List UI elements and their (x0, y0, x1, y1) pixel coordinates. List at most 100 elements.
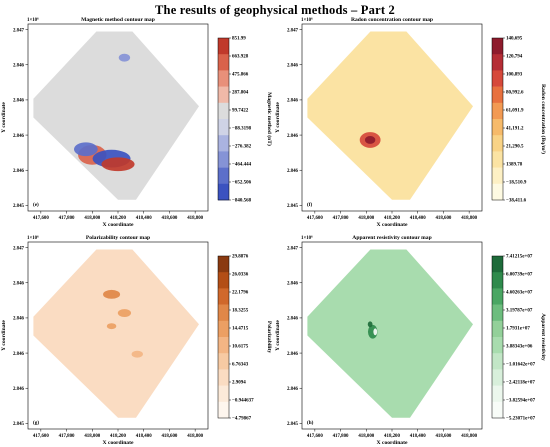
chart-title: Radon concentration contour map (351, 17, 433, 23)
y-tick-label: 2.846 (287, 387, 299, 392)
colorbar-tick-label: 10.6175 (232, 345, 249, 350)
colorbar-tick-label: 80,992.6 (506, 91, 524, 96)
y-tick-label: 2.847 (287, 28, 299, 33)
colorbar-frame (217, 255, 230, 419)
x-tick-label: 417,800 (59, 216, 75, 221)
y-tick-label: 2.846 (287, 169, 299, 174)
colorbar-segment (492, 70, 503, 87)
x-tick-label: 418,600 (435, 434, 451, 439)
x-tick-label: 417,600 (33, 216, 49, 221)
colorbar-tick-label: 1.7931e+07 (506, 327, 530, 332)
colorbar-segment (492, 38, 503, 55)
colorbar-segment (218, 167, 229, 185)
anomaly-layer (74, 53, 135, 172)
colorbar-tick-label: −0.944637 (232, 399, 254, 404)
x-tick-label: 418,800 (187, 216, 203, 221)
colorbar-tick-label: 663.928 (232, 55, 249, 60)
x-axis-label: X coordinate (103, 440, 134, 446)
colorbar-segment (218, 353, 229, 370)
colorbar-tick-label: −3.82594e+07 (506, 399, 536, 404)
x-tick-label: 417,800 (59, 434, 75, 439)
x-tick-label: 418,800 (461, 434, 477, 439)
colorbar-frame (217, 37, 230, 201)
anomaly-blob (74, 142, 98, 157)
y-tick-label: 2.845 (287, 204, 299, 209)
anomaly-blob (101, 157, 135, 172)
colorbar-tick-label: 61,091.9 (506, 109, 524, 114)
colorbar-segment (218, 54, 229, 71)
x-tick-label: 418,400 (410, 216, 426, 221)
y-tick-label: 2.846 (13, 169, 25, 174)
colorbar-tick-label: −38,411.6 (506, 199, 527, 204)
chart-panel: Polarizability contour map 1×10⁶ 417,600 41… (1, 235, 272, 446)
y-tick-label: 2.846 (287, 99, 299, 104)
x-tick-label: 418,000 (358, 216, 374, 221)
y-tick-label: 2.846 (287, 317, 299, 322)
x-tick-label: 418,200 (110, 216, 126, 221)
colorbar-label: Magnetic method (nT) (266, 92, 273, 146)
colorbar-tick-label: −18,510.9 (506, 181, 527, 186)
colorbar-tick-label: 4.60263e+07 (506, 291, 533, 296)
colorbar-segment (218, 119, 229, 136)
anomaly-blob (367, 321, 373, 328)
colorbar-tick-label: 99.7422 (232, 109, 249, 114)
chart-title: Magnetic method contour map (81, 17, 155, 23)
colorbar-tick-label: −1.01642e+07 (506, 363, 536, 368)
y-multiplier: 1×10⁶ (27, 17, 39, 23)
colorbar-segment (492, 102, 503, 120)
y-tick-label: 2.847 (287, 246, 299, 251)
colorbar-tick-label: 100,893 (506, 73, 523, 78)
colorbar-segment (218, 288, 229, 305)
colorbar-tick-label: −840.568 (232, 199, 252, 204)
anomaly-blob (367, 324, 378, 339)
colorbar-segment (218, 304, 229, 322)
colorbar-tick-label: 3.19787e+07 (506, 309, 533, 314)
y-axis-label: Y coordinate (275, 102, 281, 133)
colorbar-tick-label: 22.1796 (232, 291, 249, 296)
colorbar-segment (218, 102, 229, 120)
y-axis-label: Y coordinate (275, 320, 281, 351)
colorbar-tick-label: 120,794 (506, 55, 523, 60)
colorbar-tick-label: 18.3255 (232, 309, 249, 314)
y-tick-label: 2.846 (13, 63, 25, 68)
y-tick-label: 2.846 (287, 281, 299, 286)
colorbar-tick-label: 1389.78 (506, 163, 523, 168)
colorbar-segment (492, 401, 503, 419)
colorbar-segment (492, 337, 503, 354)
anomaly-blob (131, 350, 143, 358)
colorbar-segment (218, 70, 229, 87)
chart-title: Apparent resistivity contour map (352, 235, 431, 241)
y-axis-label: Y coordinate (1, 320, 7, 351)
x-tick-label: 417,800 (333, 434, 349, 439)
y-multiplier: 1×10⁶ (27, 235, 39, 241)
colorbar-tick-label: 6.76343 (232, 363, 249, 368)
colorbar-tick-label: 140,695 (506, 37, 523, 42)
x-tick-label: 417,600 (33, 434, 49, 439)
colorbar-segment (218, 86, 229, 104)
y-tick-label: 2.846 (13, 281, 25, 286)
colorbar-segment (492, 167, 503, 185)
colorbar-tick-label: 29.8876 (232, 255, 249, 260)
colorbar-tick-label: 2.9094 (232, 381, 246, 386)
colorbar-tick-label: 7.41215e+07 (506, 255, 533, 260)
x-tick-label: 418,200 (384, 216, 400, 221)
x-tick-label: 418,000 (358, 434, 374, 439)
anomaly-layer (367, 321, 378, 339)
anomaly-blob (364, 136, 376, 144)
y-multiplier: 1×10⁶ (301, 17, 313, 23)
x-tick-label: 418,200 (110, 434, 126, 439)
y-tick-label: 2.845 (13, 422, 25, 427)
y-tick-label: 2.846 (13, 352, 25, 357)
x-tick-label: 417,800 (333, 216, 349, 221)
colorbar-segment (492, 151, 503, 168)
colorbar-tick-label: −5.23071e+07 (506, 417, 536, 422)
panel-label: (h) (307, 419, 314, 426)
x-tick-label: 418,000 (84, 434, 100, 439)
x-tick-label: 418,000 (84, 216, 100, 221)
x-axis-label: X coordinate (377, 222, 408, 228)
colorbar-tick-label: −276.382 (232, 145, 252, 150)
colorbar-label: Polarizability (266, 321, 272, 354)
x-tick-label: 418,800 (187, 434, 203, 439)
colorbar-tick-label: −4.79867 (232, 417, 252, 422)
anomaly-blob (117, 309, 132, 317)
